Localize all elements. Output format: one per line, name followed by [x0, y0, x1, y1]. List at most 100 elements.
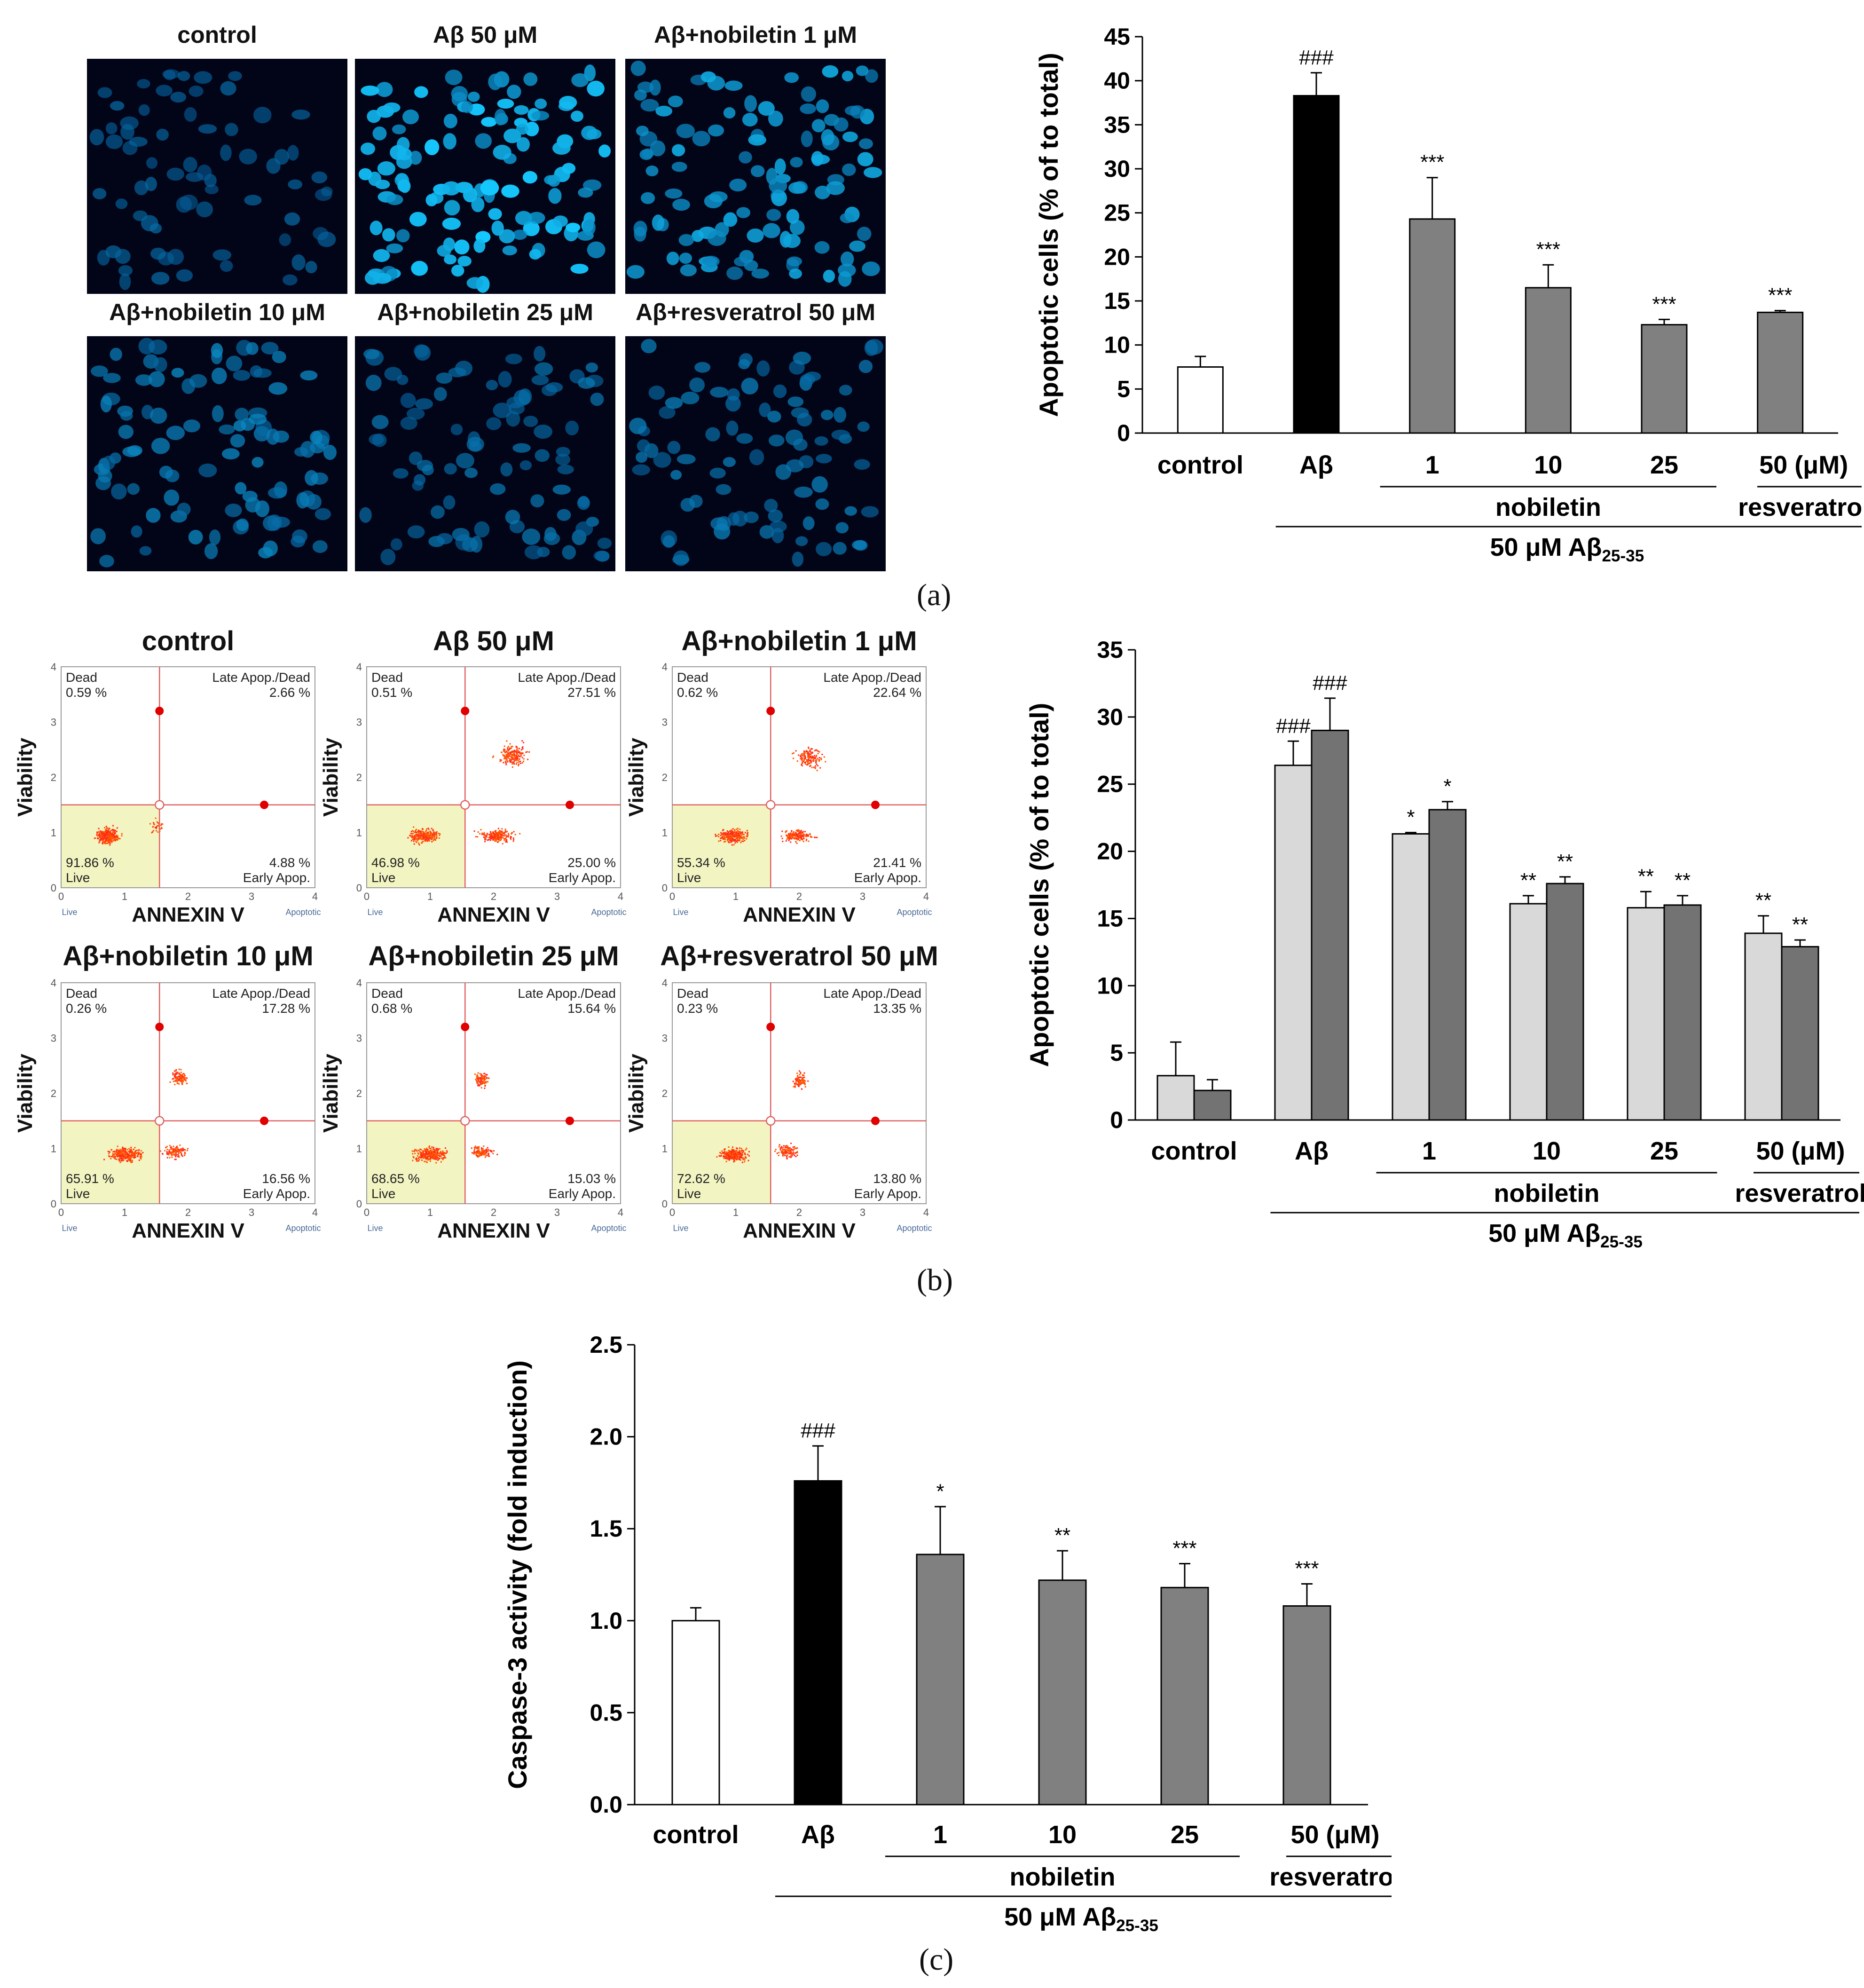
- cell-nucleus: [211, 367, 227, 385]
- event-dot: [490, 834, 491, 836]
- event-dot: [473, 1153, 475, 1155]
- event-dot: [446, 1152, 447, 1154]
- event-dot: [810, 751, 811, 753]
- event-dot: [487, 1149, 489, 1151]
- cell-nucleus: [305, 470, 318, 486]
- event-dot: [428, 840, 430, 842]
- event-dot: [129, 1154, 131, 1156]
- event-dot: [479, 1078, 480, 1080]
- event-dot: [802, 835, 803, 837]
- cell-nucleus: [861, 506, 879, 518]
- event-dot: [781, 1152, 783, 1154]
- event-dot: [495, 836, 497, 837]
- event-dot: [786, 830, 787, 832]
- category-label: 50 (μM): [1756, 1137, 1845, 1165]
- event-dot: [421, 842, 423, 844]
- flow-y-axis-label: Viability: [14, 1054, 37, 1133]
- cell-nucleus: [555, 454, 571, 465]
- event-dot: [153, 823, 155, 825]
- event-dot: [800, 754, 802, 756]
- event-dot: [156, 821, 158, 823]
- event-dot: [182, 1077, 184, 1079]
- cell-nucleus: [99, 555, 114, 568]
- event-dot: [517, 755, 519, 757]
- event-dot: [435, 1162, 437, 1164]
- event-dot: [181, 1155, 183, 1157]
- cell-nucleus: [570, 264, 589, 274]
- event-dot: [422, 830, 424, 832]
- event-dot: [515, 751, 517, 753]
- cell-nucleus: [587, 80, 605, 97]
- event-dot: [734, 1158, 736, 1160]
- event-dot: [428, 1154, 430, 1156]
- cell-nucleus: [386, 194, 403, 205]
- event-dot: [790, 1152, 792, 1154]
- event-dot: [809, 834, 811, 836]
- cell-nucleus: [250, 365, 263, 378]
- event-dot: [501, 828, 503, 830]
- event-dot: [422, 841, 424, 843]
- event-dot: [99, 840, 101, 842]
- cell-nucleus: [821, 410, 834, 420]
- event-dot: [417, 840, 419, 842]
- cell-nucleus: [709, 467, 726, 479]
- event-dot: [442, 1157, 444, 1159]
- quadrant-top-handle: [766, 1023, 775, 1031]
- event-dot: [422, 1153, 424, 1155]
- event-dot: [168, 1154, 170, 1156]
- event-dot: [182, 1080, 184, 1082]
- cell-nucleus: [802, 516, 815, 530]
- cell-nucleus: [493, 402, 512, 418]
- event-dot: [115, 837, 117, 839]
- event-dot: [415, 835, 417, 836]
- cell-nucleus: [235, 482, 247, 495]
- x-tick-label: 0: [669, 891, 675, 902]
- cell-nucleus: [156, 128, 169, 141]
- event-dot: [434, 1156, 436, 1158]
- event-dot: [422, 1152, 424, 1154]
- event-dot: [798, 830, 800, 832]
- event-dot: [479, 1073, 481, 1075]
- flow-plot-title: Aβ+resveratrol 50 μM: [660, 941, 938, 971]
- event-dot: [779, 1149, 781, 1151]
- event-dot: [487, 1077, 489, 1079]
- event-dot: [518, 761, 520, 763]
- y-tick-label: 2: [356, 1088, 362, 1099]
- event-dot: [725, 1155, 727, 1157]
- category-label: 10: [1534, 451, 1562, 479]
- event-dot: [521, 747, 523, 749]
- event-dot: [424, 837, 426, 839]
- event-dot: [119, 1149, 121, 1151]
- cell-nucleus: [457, 256, 472, 267]
- event-dot: [792, 832, 794, 834]
- event-dot: [429, 1156, 431, 1158]
- bar: [671, 1620, 720, 1806]
- event-dot: [426, 837, 428, 839]
- event-dot: [480, 829, 482, 831]
- event-dot: [791, 835, 793, 836]
- event-dot: [737, 1155, 738, 1157]
- event-dot: [177, 1149, 178, 1151]
- event-dot: [118, 1152, 120, 1154]
- micrograph-image: [355, 336, 615, 571]
- event-dot: [421, 833, 423, 835]
- treatment-label: 50 μM Aβ25-35: [1488, 1219, 1643, 1251]
- event-dot: [803, 1074, 805, 1076]
- event-dot: [512, 757, 514, 758]
- event-dot: [741, 1152, 743, 1154]
- event-dot: [787, 1150, 789, 1152]
- event-dot: [107, 1151, 109, 1152]
- event-dot: [741, 1161, 743, 1163]
- cell-nucleus: [400, 393, 416, 408]
- event-dot: [140, 1150, 142, 1152]
- event-dot: [425, 836, 427, 838]
- event-dot: [434, 1155, 436, 1157]
- event-dot: [474, 1152, 476, 1153]
- event-dot: [798, 1082, 800, 1084]
- event-dot: [102, 831, 104, 833]
- event-dot: [798, 1084, 800, 1086]
- event-dot: [527, 758, 529, 760]
- cell-nucleus: [708, 124, 724, 137]
- event-dot: [507, 835, 509, 837]
- cell-nucleus: [562, 163, 576, 174]
